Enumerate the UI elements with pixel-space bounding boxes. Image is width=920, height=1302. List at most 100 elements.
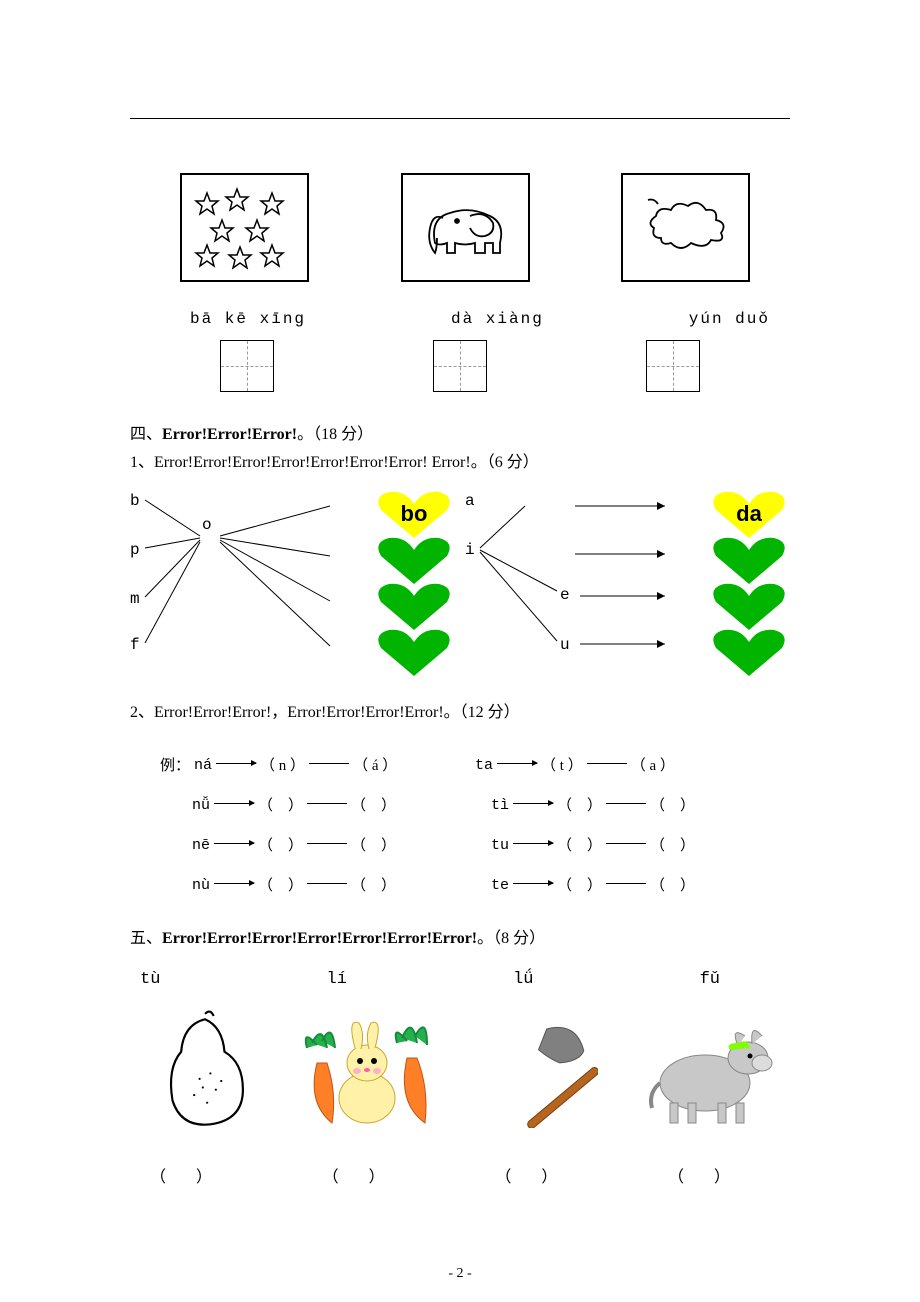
sec4-sub1-errors: Error!Error!Error!Error!Error!Error!Erro… [154, 454, 471, 471]
syl: ta [475, 746, 493, 786]
ans: a [649, 758, 656, 774]
answer-paren[interactable]: （） [150, 1163, 242, 1187]
line-icon [587, 763, 627, 764]
paren: （ t ） [541, 746, 583, 786]
tianzige-box[interactable] [220, 340, 274, 392]
axe-icon [478, 1008, 598, 1128]
elephant-icon [415, 188, 515, 268]
split-cell-left: 例： ná （ n ） （ á ） [160, 746, 475, 786]
paren[interactable]: （ ） [557, 866, 602, 906]
arrow-icon [214, 883, 254, 884]
paren[interactable]: （ ） [351, 866, 396, 906]
sec3-pinyin-row: bā kē xīng dà xiàng yún duǒ [130, 310, 790, 328]
rabbit-icon [297, 1003, 447, 1133]
donkey-icon [630, 1008, 780, 1128]
arrow-icon [214, 843, 254, 844]
sec3-image-row [130, 173, 790, 282]
line-icon [606, 803, 646, 804]
label-li: lí [327, 970, 347, 989]
line-icon [307, 803, 347, 804]
heart-green[interactable] [708, 624, 790, 680]
sec5-prefix: 五、 [130, 930, 162, 947]
example-label: 例： [160, 746, 190, 786]
pear-icon [150, 1003, 260, 1133]
sec4-sub1-prefix: 1、 [130, 454, 154, 471]
syl: tì [491, 786, 509, 826]
sec4-sub2-errors-b: Error!Error!Error!Error! [287, 704, 443, 721]
paren[interactable]: （ ） [258, 826, 303, 866]
arrow-icon [216, 763, 256, 764]
paren: （ a ） [631, 746, 675, 786]
paren[interactable]: （ ） [650, 826, 695, 866]
sec5-images [130, 1003, 790, 1133]
paren[interactable]: （ ） [351, 826, 396, 866]
heart-label: bo [401, 501, 428, 527]
split-row: nù （ ） （ ） te （ ） （ ） [160, 866, 790, 906]
answer-paren[interactable]: （） [323, 1163, 415, 1187]
syl: nǚ [192, 786, 210, 826]
heart-green[interactable] [373, 624, 455, 680]
ans: á [372, 758, 379, 774]
answer-paren[interactable]: （） [668, 1163, 760, 1187]
sec4-sub1-score: 。（6 分） [471, 454, 539, 471]
img-axe [463, 1003, 613, 1133]
syl: te [491, 866, 509, 906]
label-fu: fǔ [700, 970, 720, 989]
sec3-img-elephant [401, 173, 530, 282]
syl: tu [491, 826, 509, 866]
paren[interactable]: （ ） [557, 786, 602, 826]
heart-label: da [736, 501, 762, 527]
sec5-score: 。（8 分） [477, 930, 545, 947]
line-icon [606, 883, 646, 884]
arrow-icon [214, 803, 254, 804]
sec3-pinyin-1: dà xiàng [451, 310, 544, 328]
answer-paren[interactable]: （） [495, 1163, 587, 1187]
paren[interactable]: （ ） [258, 786, 303, 826]
paren[interactable]: （ ） [650, 866, 695, 906]
sec4-heading: 四、Error!Error!Error!。（18 分） [130, 420, 790, 444]
arrow-icon [513, 803, 553, 804]
img-donkey [630, 1003, 780, 1133]
stars-icon [182, 175, 307, 280]
sec4-sub1: 1、Error!Error!Error!Error!Error!Error!Er… [130, 448, 790, 472]
sec4-sub2-score: 。（12 分） [444, 704, 520, 721]
split-cell-right: tì （ ） （ ） [491, 786, 790, 826]
sec3-pinyin-2: yún duǒ [689, 310, 770, 328]
sec5-heading: 五、Error!Error!Error!Error!Error!Error!Er… [130, 924, 790, 948]
hearts-right-col: da [708, 486, 790, 680]
sec3-img-stars [180, 173, 309, 282]
img-pear [130, 1003, 280, 1133]
label-lv: lǘ [513, 970, 533, 989]
page-content: bā kē xīng dà xiàng yún duǒ 四、Error!Erro… [130, 105, 790, 1187]
split-cell-right: te （ ） （ ） [491, 866, 790, 906]
line-icon [307, 843, 347, 844]
label-tu: tù [140, 970, 160, 989]
sec5-labels: tù lí lǘ fǔ [130, 970, 790, 989]
tianzige-box[interactable] [433, 340, 487, 392]
sec4-sub2: 2、Error!Error!Error!，Error!Error!Error!E… [130, 698, 790, 722]
split-exercise: 例： ná （ n ） （ á ） ta （ t ） （ a ） nǚ （ ） [130, 746, 790, 906]
syl: nù [192, 866, 210, 906]
split-cell-right: ta （ t ） （ a ） [475, 746, 790, 786]
sec4-prefix: 四、 [130, 426, 162, 443]
syl: ná [194, 746, 212, 786]
line-icon [307, 883, 347, 884]
ans: n [279, 758, 287, 774]
paren: （ n ） [260, 746, 305, 786]
tianzige-box[interactable] [646, 340, 700, 392]
split-row: 例： ná （ n ） （ á ） ta （ t ） （ a ） [160, 746, 790, 786]
split-cell-right: tu （ ） （ ） [491, 826, 790, 866]
line-icon [309, 763, 349, 764]
paren: （ á ） [353, 746, 397, 786]
ans: t [560, 758, 564, 774]
paren[interactable]: （ ） [351, 786, 396, 826]
hearts-exercise: b p m f o bo [130, 486, 790, 676]
hearts-left-lines [130, 486, 360, 676]
paren[interactable]: （ ） [650, 786, 695, 826]
line-icon [606, 843, 646, 844]
paren[interactable]: （ ） [557, 826, 602, 866]
paren[interactable]: （ ） [258, 866, 303, 906]
hearts-left-col: bo [373, 486, 455, 680]
hearts-right: a i e u [465, 486, 790, 676]
sec5-errors: Error!Error!Error!Error!Error!Error!Erro… [162, 930, 477, 947]
